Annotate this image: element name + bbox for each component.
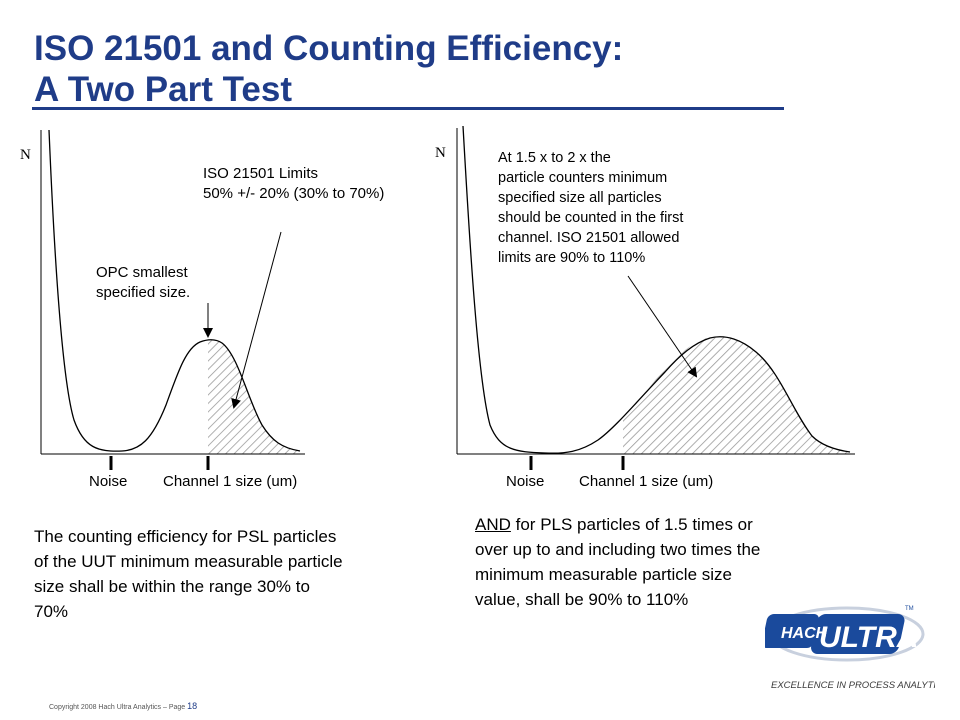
left-axis-label-n: N bbox=[20, 147, 31, 163]
slide-title-line-1: ISO 21501 and Counting Efficiency: bbox=[34, 29, 624, 68]
right-annotation-line-3: specified size all particles bbox=[498, 190, 662, 206]
left-graph bbox=[40, 129, 305, 470]
right-graph bbox=[456, 125, 855, 470]
right-description-line-1-rest: for PLS particles of 1.5 times or bbox=[510, 515, 753, 534]
left-description-line-3: size shall be within the range 30% to bbox=[34, 577, 310, 596]
left-noise-label: Noise bbox=[89, 473, 128, 490]
left-limits-arrow bbox=[231, 231, 282, 409]
opc-size-line-1: OPC smallest bbox=[96, 264, 188, 281]
right-description-line-1: AND for PLS particles of 1.5 times or bbox=[475, 512, 760, 537]
slide-title-line-2: A Two Part Test bbox=[34, 70, 292, 109]
left-description: The counting efficiency for PSL particle… bbox=[34, 524, 343, 624]
opc-size-line-2: specified size. bbox=[96, 284, 191, 301]
title-underline-rule bbox=[32, 107, 784, 110]
opc-size-annotation: OPC smallest specified size. bbox=[96, 263, 190, 303]
and-emphasis: AND bbox=[475, 515, 511, 534]
copyright-text: Copyright 2008 Hach Ultra Analytics – Pa… bbox=[49, 704, 186, 711]
copyright-footer: Copyright 2008 Hach Ultra Analytics – Pa… bbox=[49, 701, 197, 711]
slide-title: ISO 21501 and Counting Efficiency: A Two… bbox=[34, 28, 623, 110]
right-channel-label: Channel 1 size (um) bbox=[579, 473, 714, 490]
iso-limits-line-1: ISO 21501 Limits bbox=[203, 165, 319, 182]
left-distribution-curve bbox=[48, 129, 301, 452]
right-annotation-line-6: limits are 90% to 110% bbox=[498, 250, 646, 266]
logo-graphic: HACH ULTRA TM EXCELLENCE IN PROCESS ANAL… bbox=[761, 606, 950, 691]
left-channel-label: Channel 1 size (um) bbox=[163, 473, 298, 490]
page-number: 18 bbox=[187, 701, 198, 711]
right-annotation-arrow bbox=[627, 275, 698, 378]
right-distribution-curve bbox=[462, 125, 851, 454]
right-hatched-area bbox=[623, 336, 850, 454]
right-annotation-line-4: should be counted in the first bbox=[498, 210, 684, 226]
hach-ultra-logo: HACH ULTRA TM EXCELLENCE IN PROCESS ANAL… bbox=[761, 600, 950, 705]
iso-limits-line-2: 50% +/- 20% (30% to 70%) bbox=[203, 185, 385, 202]
left-description-line-1: The counting efficiency for PSL particle… bbox=[34, 527, 337, 546]
left-hatched-area bbox=[208, 340, 300, 454]
left-description-line-2: of the UUT minimum measurable particle bbox=[34, 552, 343, 571]
right-annotation: At 1.5 x to 2 x the particle counters mi… bbox=[498, 148, 683, 268]
logo-hach-text: HACH bbox=[781, 625, 828, 642]
right-description-line-4: value, shall be 90% to 110% bbox=[475, 590, 689, 609]
right-annotation-line-5: channel. ISO 21501 allowed bbox=[498, 230, 680, 246]
right-description: AND for PLS particles of 1.5 times or ov… bbox=[475, 512, 760, 612]
logo-ultra-text: ULTRA bbox=[819, 621, 918, 654]
logo-trademark: TM bbox=[905, 606, 914, 612]
right-annotation-line-1: At 1.5 x to 2 x the bbox=[498, 150, 611, 166]
right-description-line-2: over up to and including two times the bbox=[475, 540, 761, 559]
right-axis-label-n: N bbox=[435, 145, 446, 161]
right-description-line-3: minimum measurable particle size bbox=[475, 565, 732, 584]
iso-limits-annotation: ISO 21501 Limits 50% +/- 20% (30% to 70%… bbox=[203, 164, 384, 204]
left-description-line-4: 70% bbox=[34, 602, 69, 621]
logo-tagline: EXCELLENCE IN PROCESS ANALYTICS bbox=[771, 680, 935, 691]
right-annotation-line-2: particle counters minimum bbox=[498, 170, 668, 186]
right-noise-label: Noise bbox=[506, 473, 545, 490]
